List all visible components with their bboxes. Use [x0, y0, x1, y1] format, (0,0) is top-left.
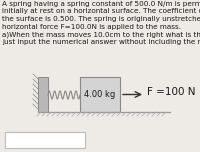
Text: F =100 N: F =100 N — [147, 87, 196, 97]
Text: A spring having a spring constant of 500.0 N/m is permanently attached to a 4.00: A spring having a spring constant of 500… — [2, 1, 200, 45]
Bar — [38, 77, 48, 112]
Bar — [80, 77, 120, 112]
Bar — [5, 132, 85, 148]
Text: 4.00 kg: 4.00 kg — [84, 90, 116, 99]
